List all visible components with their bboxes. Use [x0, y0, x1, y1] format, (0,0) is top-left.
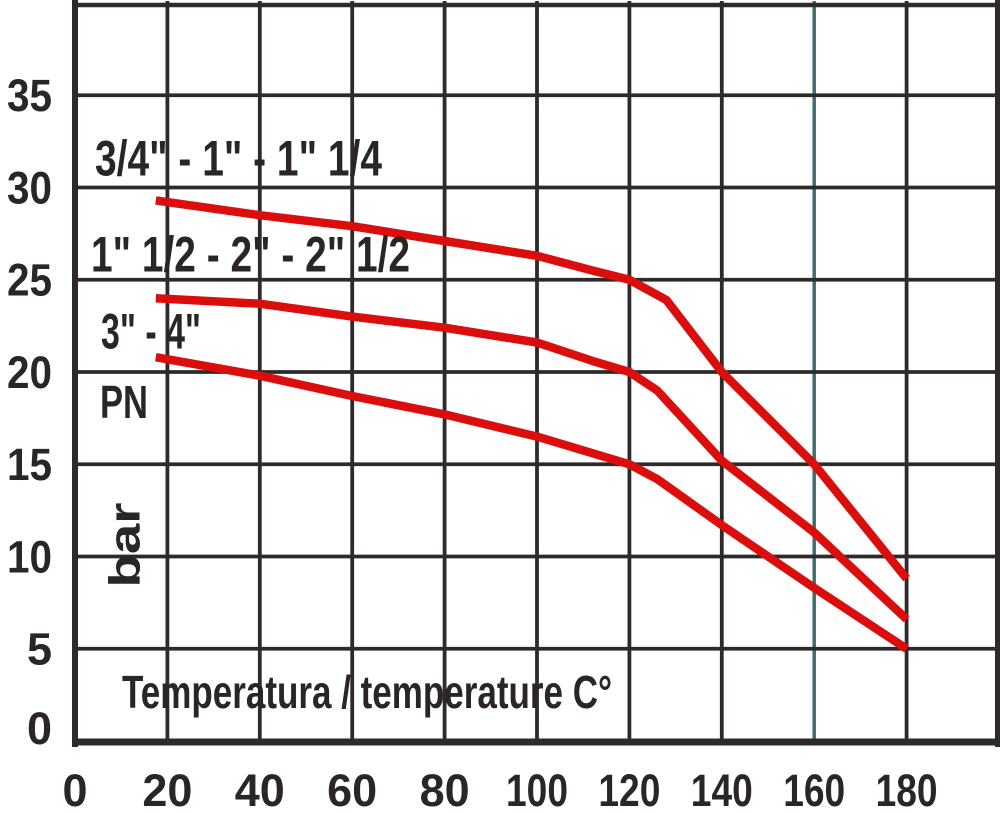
x-tick-label-100: 100	[506, 765, 568, 813]
x-tick-label-20: 20	[142, 765, 192, 813]
x-tick-label-80: 80	[420, 765, 470, 813]
y-tick-label-10: 10	[7, 531, 52, 582]
x-tick-label-40: 40	[235, 765, 285, 813]
x-tick-label-0: 0	[62, 765, 87, 813]
series-label-small-sizes: 3/4" - 1" - 1" 1/4	[95, 131, 382, 187]
x-axis-label: Temperatura / temperature C°	[122, 666, 612, 718]
curve-2	[155, 293, 910, 623]
x-tick-label-180: 180	[876, 765, 938, 813]
y-tick-label-25: 25	[7, 255, 52, 306]
x-tick-label-160: 160	[783, 765, 845, 813]
pn-axis-label: PN	[100, 376, 148, 428]
curve-3	[155, 353, 909, 653]
x-tick-label-120: 120	[598, 765, 660, 813]
curve-1	[155, 196, 910, 582]
text-annotations: 3/4" - 1" - 1" 1/4 1" 1/2 - 2" - 2" 1/2 …	[91, 131, 612, 719]
axis-tick-labels: 0 20 40 60 80 100 120 140 160 180 0 5 10 15 20 25 30 35	[7, 70, 938, 813]
grid	[72, 0, 1000, 747]
y-tick-label-30: 30	[7, 162, 52, 213]
series-label-medium-sizes: 1" 1/2 - 2" - 2" 1/2	[91, 227, 410, 283]
y-tick-label-35: 35	[7, 70, 52, 121]
y-tick-label-5: 5	[27, 624, 52, 675]
y-tick-label-20: 20	[7, 347, 52, 398]
x-tick-label-140: 140	[691, 765, 753, 813]
y-tick-label-15: 15	[7, 439, 52, 490]
bar-unit-label: bar	[100, 503, 149, 588]
x-tick-label-60: 60	[327, 765, 377, 813]
y-tick-label-0: 0	[27, 703, 52, 754]
curves	[155, 196, 910, 653]
series-label-large-sizes: 3" - 4"	[101, 304, 201, 360]
